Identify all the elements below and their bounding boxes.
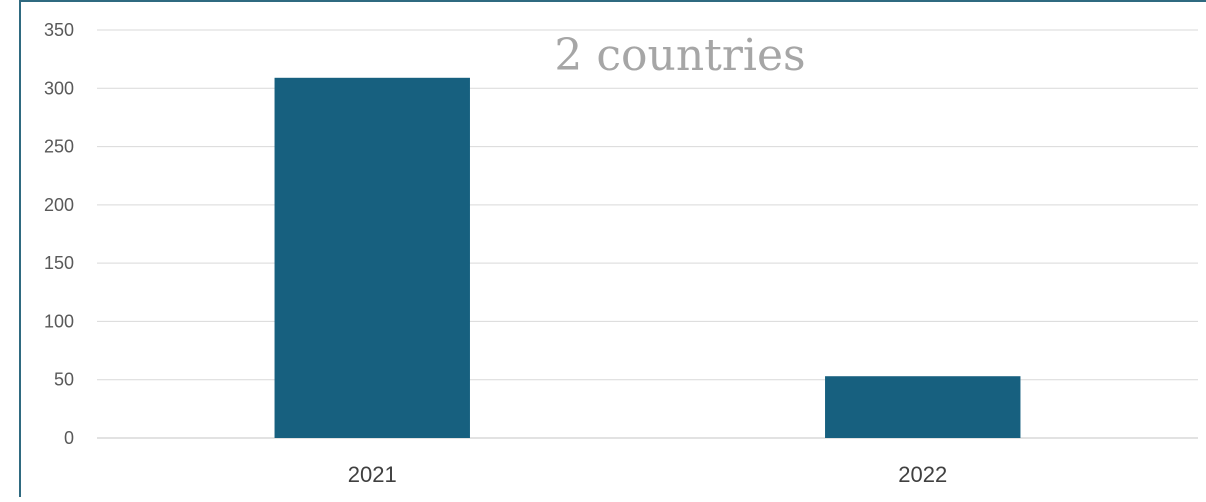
y-tick-label-0: 0	[64, 428, 74, 448]
y-tick-label-250: 250	[44, 137, 74, 157]
y-tick-label-100: 100	[44, 311, 74, 331]
bar-2021	[274, 77, 470, 439]
y-tick-label-200: 200	[44, 195, 74, 215]
y-tick-label-300: 300	[44, 78, 74, 98]
x-axis-category-labels: 2021 2022	[348, 462, 947, 487]
x-category-label-2021: 2021	[348, 462, 397, 487]
bar-2022	[825, 376, 1021, 438]
y-tick-label-350: 350	[44, 20, 74, 40]
gridlines	[97, 29, 1198, 439]
x-category-label-2022: 2022	[898, 462, 947, 487]
y-axis-tick-labels: 0 50 100 150 200 250 300 350	[44, 20, 74, 448]
bars	[274, 77, 1021, 439]
chart-title: 2 countries	[554, 30, 805, 81]
y-tick-label-50: 50	[54, 370, 74, 390]
y-tick-label-150: 150	[44, 253, 74, 273]
